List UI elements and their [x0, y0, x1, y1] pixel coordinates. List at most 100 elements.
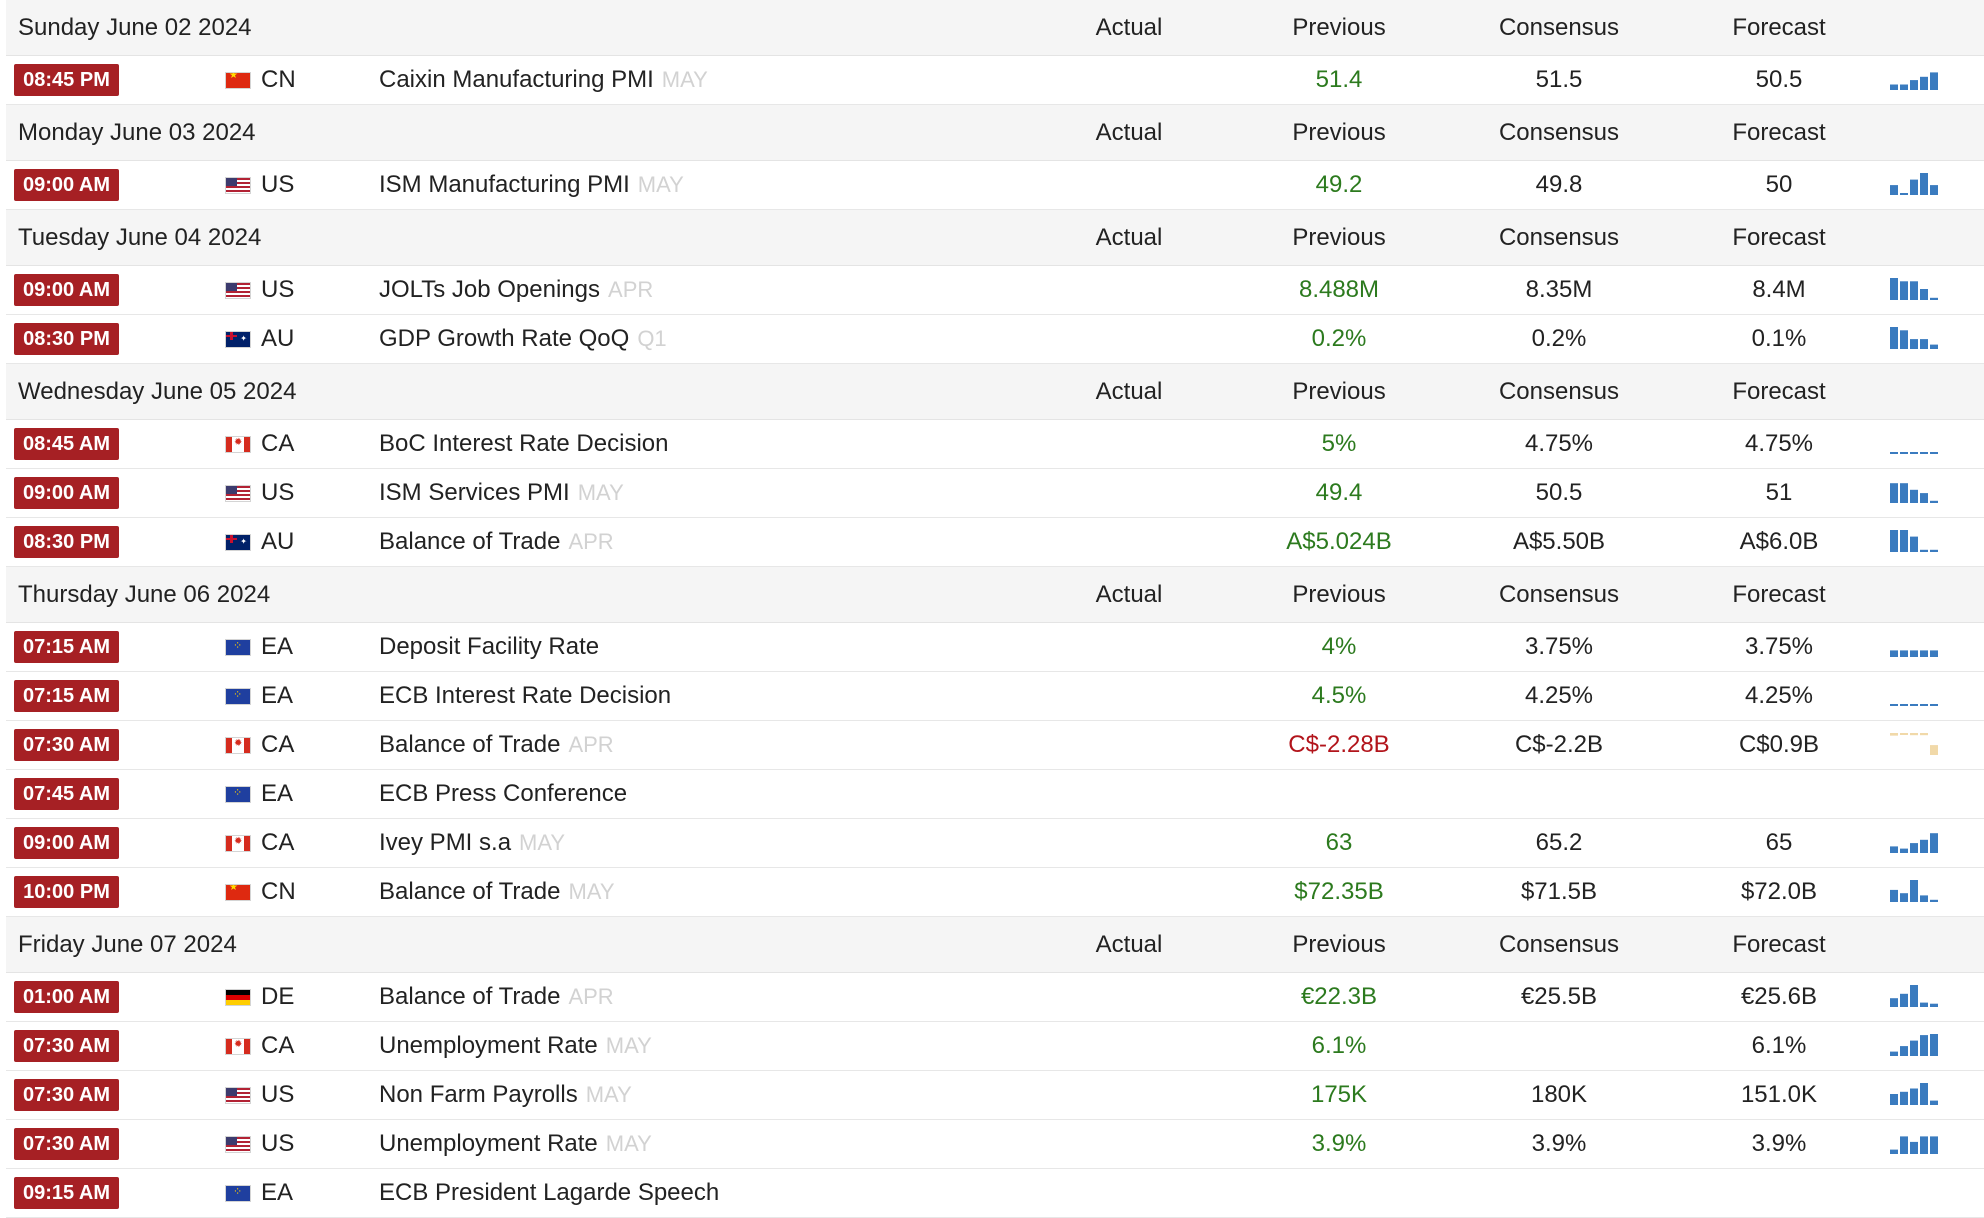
trend-sparkline[interactable]	[1890, 526, 1940, 558]
table-row[interactable]: 08:45 PM CN Caixin Manufacturing PMI MAY 51.…	[6, 56, 1984, 105]
event-time-badge: 07:30 AM	[14, 729, 119, 761]
table-row[interactable]: 07:45 AM EA ECB Press Conference	[6, 770, 1984, 819]
trend-sparkline[interactable]	[1890, 477, 1940, 509]
trend-sparkline[interactable]	[1890, 64, 1940, 96]
event-name-link[interactable]: ISM Manufacturing PMI MAY	[379, 161, 684, 209]
event-name-link[interactable]: Balance of Trade APR	[379, 973, 614, 1021]
date-group-header: Wednesday June 05 2024 Actual Previous Cons…	[6, 364, 1984, 420]
trend-sparkline[interactable]	[1890, 323, 1940, 355]
event-name[interactable]: Balance of Trade	[379, 528, 561, 555]
table-row[interactable]: 07:30 AM US Non Farm Payrolls MAY 175K 180K 15…	[6, 1071, 1984, 1120]
table-row[interactable]: 07:30 AM US Unemployment Rate MAY 3.9% 3.9% 3.…	[6, 1120, 1984, 1169]
event-name[interactable]: ECB Press Conference	[379, 780, 628, 807]
event-name[interactable]: Ivey PMI s.a	[379, 829, 512, 856]
date-group-header: Sunday June 02 2024 Actual Previous Consens…	[6, 0, 1984, 56]
previous-value	[1234, 770, 1444, 818]
flag-au-icon	[225, 331, 251, 348]
column-header-forecast: Forecast	[1732, 377, 1826, 405]
trend-sparkline[interactable]	[1890, 981, 1940, 1013]
table-row[interactable]: 07:15 AM EA Deposit Facility Rate 4% 3.75% 3.…	[6, 623, 1984, 672]
sparkline-bar	[1910, 536, 1918, 552]
consensus-value: $71.5B	[1520, 878, 1598, 905]
event-name-link[interactable]: ECB President Lagarde Speech	[379, 1169, 719, 1217]
trend-sparkline[interactable]	[1890, 428, 1940, 460]
event-name[interactable]: ISM Manufacturing PMI	[379, 171, 630, 198]
event-name-link[interactable]: GDP Growth Rate QoQ Q1	[379, 315, 667, 363]
event-name-link[interactable]: Balance of Trade APR	[379, 721, 614, 769]
event-name-link[interactable]: ISM Services PMI MAY	[379, 469, 624, 517]
table-row[interactable]: 01:00 AM DE Balance of Trade APR €22.3B €25.5…	[6, 973, 1984, 1022]
event-name[interactable]: Non Farm Payrolls	[379, 1081, 578, 1108]
event-name-link[interactable]: Unemployment Rate MAY	[379, 1022, 652, 1070]
event-name-link[interactable]: Non Farm Payrolls MAY	[379, 1071, 632, 1119]
event-name-link[interactable]: Caixin Manufacturing PMI MAY	[379, 56, 708, 104]
table-row[interactable]: 08:30 PM AU GDP Growth Rate QoQ Q1 0.2% 0.2% 0…	[6, 315, 1984, 364]
event-name-link[interactable]: BoC Interest Rate Decision	[379, 420, 668, 468]
event-time-badge: 09:00 AM	[14, 827, 119, 859]
country-code: EA	[261, 1179, 294, 1206]
event-name-link[interactable]: Balance of Trade APR	[379, 518, 614, 566]
event-name-link[interactable]: ECB Interest Rate Decision	[379, 672, 671, 720]
column-header-consensus: Consensus	[1498, 580, 1620, 608]
actual-value	[1024, 672, 1234, 720]
table-row[interactable]: 09:15 AM EA ECB President Lagarde Speech	[6, 1169, 1984, 1218]
column-header-consensus: Consensus	[1498, 377, 1620, 405]
table-row[interactable]: 09:00 AM US ISM Manufacturing PMI MAY 49.2 49…	[6, 161, 1984, 210]
trend-sparkline[interactable]	[1890, 827, 1940, 859]
event-name[interactable]: ECB President Lagarde Speech	[379, 1179, 720, 1206]
column-header-actual: Actual	[1095, 118, 1163, 146]
sparkline-bar	[1910, 80, 1918, 90]
event-name[interactable]: Balance of Trade	[379, 878, 561, 905]
event-name-link[interactable]: Ivey PMI s.a MAY	[379, 819, 565, 867]
table-row[interactable]: 08:45 AM CA BoC Interest Rate Decision 5% 4.…	[6, 420, 1984, 469]
event-name[interactable]: Unemployment Rate	[379, 1130, 598, 1157]
trend-sparkline[interactable]	[1890, 1030, 1940, 1062]
event-name[interactable]: Unemployment Rate	[379, 1032, 598, 1059]
trend-sparkline[interactable]	[1890, 729, 1940, 761]
event-reference-period: MAY	[585, 1082, 632, 1107]
previous-value: 4.5%	[1311, 682, 1367, 709]
country-code: US	[261, 479, 295, 506]
event-name[interactable]: Caixin Manufacturing PMI	[379, 66, 654, 93]
sparkline-bar	[1900, 733, 1908, 735]
trend-sparkline[interactable]	[1890, 680, 1940, 712]
event-name-link[interactable]: ECB Press Conference	[379, 770, 627, 818]
table-row[interactable]: 10:00 PM CN Balance of Trade MAY $72.35B $71.…	[6, 868, 1984, 917]
event-name-link[interactable]: Balance of Trade MAY	[379, 868, 615, 916]
event-name-link[interactable]: Unemployment Rate MAY	[379, 1120, 652, 1168]
country-code: EA	[261, 633, 294, 660]
event-name[interactable]: Balance of Trade	[379, 983, 561, 1010]
flag-us-icon	[225, 282, 251, 299]
trend-sparkline[interactable]	[1890, 169, 1940, 201]
table-row[interactable]: 09:00 AM US JOLTs Job Openings APR 8.488M 8.3…	[6, 266, 1984, 315]
table-row[interactable]: 07:30 AM CA Unemployment Rate MAY 6.1% 6.1%	[6, 1022, 1984, 1071]
table-row[interactable]: 09:00 AM CA Ivey PMI s.a MAY 63 65.2 65	[6, 819, 1984, 868]
event-name[interactable]: BoC Interest Rate Decision	[379, 430, 669, 457]
trend-sparkline[interactable]	[1890, 631, 1940, 663]
forecast-value: 0.1%	[1751, 325, 1807, 352]
table-row[interactable]: 07:15 AM EA ECB Interest Rate Decision 4.5%…	[6, 672, 1984, 721]
consensus-value	[1444, 770, 1674, 818]
sparkline-bar	[1900, 330, 1908, 349]
event-name-link[interactable]: JOLTs Job Openings APR	[379, 266, 653, 314]
event-reference-period: Q1	[637, 326, 667, 351]
previous-value: 8.488M	[1298, 276, 1380, 303]
event-name[interactable]: ISM Services PMI	[379, 479, 570, 506]
event-name-link[interactable]: Deposit Facility Rate	[379, 623, 599, 671]
country-code: CA	[261, 731, 295, 758]
trend-sparkline[interactable]	[1890, 1079, 1940, 1111]
sparkline-bar	[1920, 895, 1928, 902]
event-name[interactable]: Deposit Facility Rate	[379, 633, 600, 660]
flag-ca-icon	[225, 737, 251, 754]
group-date: Thursday June 06 2024	[18, 580, 271, 608]
trend-sparkline[interactable]	[1890, 876, 1940, 908]
table-row[interactable]: 09:00 AM US ISM Services PMI MAY 49.4 50.5 51	[6, 469, 1984, 518]
event-name[interactable]: ECB Interest Rate Decision	[379, 682, 672, 709]
event-name[interactable]: GDP Growth Rate QoQ	[379, 325, 630, 352]
trend-sparkline[interactable]	[1890, 1128, 1940, 1160]
event-name[interactable]: JOLTs Job Openings	[379, 276, 601, 303]
trend-sparkline[interactable]	[1890, 274, 1940, 306]
table-row[interactable]: 08:30 PM AU Balance of Trade APR A$5.024B A$5…	[6, 518, 1984, 567]
table-row[interactable]: 07:30 AM CA Balance of Trade APR C$-2.28B C$-…	[6, 721, 1984, 770]
event-name[interactable]: Balance of Trade	[379, 731, 561, 758]
